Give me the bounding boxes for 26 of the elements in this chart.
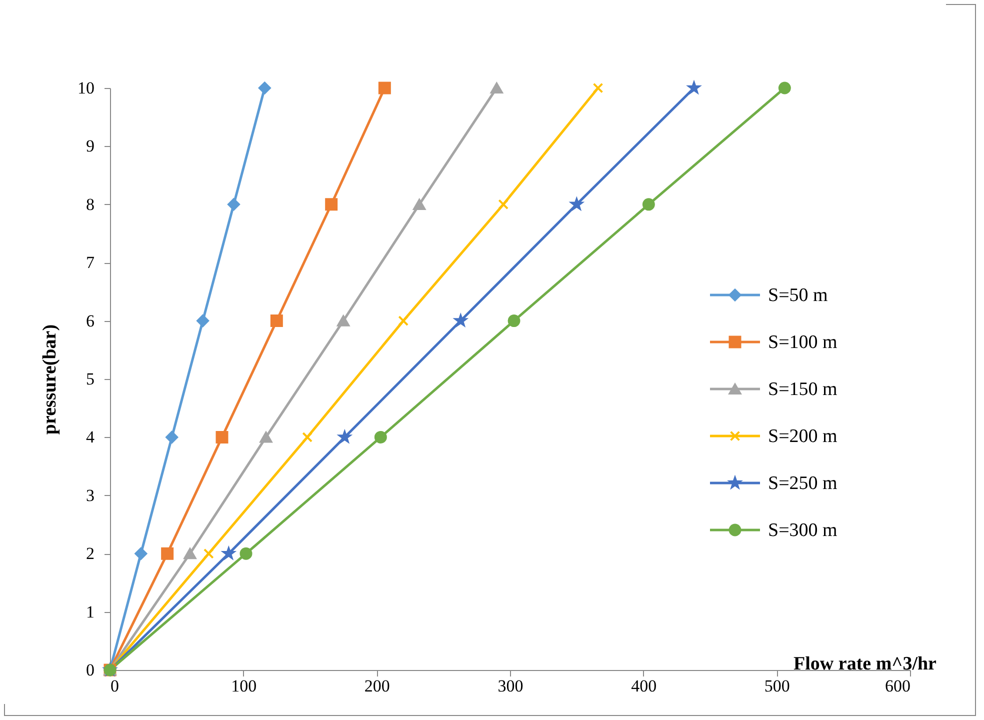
x-axis-title: Flow rate m^3/hr [794,654,938,674]
y-tick-label: 3 [86,486,94,505]
y-axis-title: pressure(bar) [40,324,60,435]
x-tick-label: 400 [631,676,657,696]
y-tick-label: 7 [86,253,95,272]
x-tick-label: 200 [364,676,390,696]
legend-label: S=250 m [768,473,838,494]
x-tick-label: 100 [231,676,257,696]
y-tick-label: 1 [86,602,94,622]
x-tick-label: 600 [885,676,910,696]
legend-label: S=150 m [768,379,838,400]
y-tick-label: 8 [86,194,94,214]
x-tick-label: 300 [498,676,524,696]
legend-label: S=100 m [768,332,838,353]
y-tick-label: 0 [86,660,94,680]
legend-label: S=50 m [768,285,828,306]
y-tick-label: 9 [86,136,94,156]
y-tick-label: 6 [86,311,94,330]
y-tick-label: 2 [86,544,94,564]
x-tick-label: 500 [764,676,790,696]
legend-label: S=300 m [768,520,838,541]
y-tick-label: 4 [86,428,95,447]
y-tick-label: 10 [78,78,94,98]
x-tick-label: 0 [110,676,119,696]
legend-label: S=200 m [768,426,838,447]
y-tick-label: 5 [86,370,94,388]
